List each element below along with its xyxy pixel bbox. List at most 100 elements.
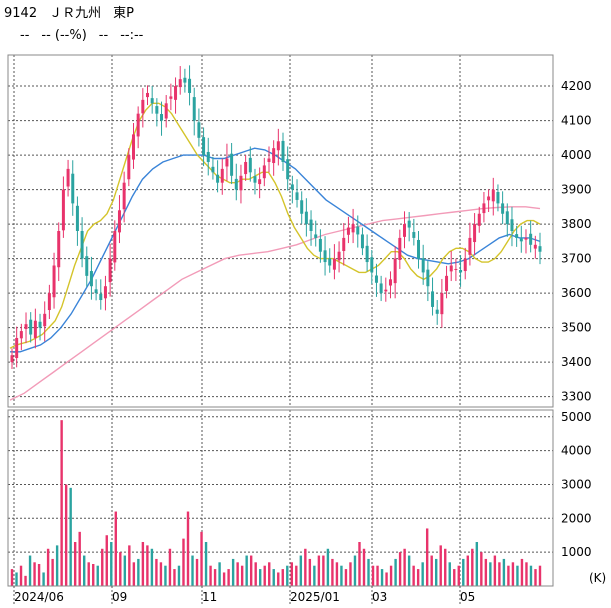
volume-bar — [272, 569, 275, 586]
price-value: -- — [20, 28, 30, 43]
stock-name: ＪＲ九州 — [49, 6, 102, 21]
candle-body — [459, 269, 463, 273]
candle-body — [496, 192, 500, 204]
volume-bar — [101, 548, 104, 586]
candle-body — [47, 293, 51, 311]
candle-body — [309, 219, 313, 231]
volume-bar — [15, 572, 18, 586]
volume-bar — [218, 562, 221, 586]
volume-bar — [168, 548, 172, 586]
price-axis-labels: 3300 3400 3500 3600 3700 3800 3900 4000 4100 4200 — [561, 79, 592, 404]
candle-body — [402, 224, 406, 237]
volume-tick-label: 3000 — [561, 477, 592, 491]
candle-body — [286, 159, 290, 180]
volume-bar — [425, 528, 429, 586]
candle-body — [75, 205, 79, 231]
volume-bar — [466, 555, 469, 586]
candle-body — [155, 106, 159, 114]
candle-body — [262, 165, 266, 179]
candlesticks — [10, 65, 542, 370]
volume-bar — [137, 558, 140, 586]
candle-body — [234, 178, 238, 190]
volume-bar — [538, 565, 542, 586]
price-tick-label: 3800 — [561, 217, 592, 231]
candle-body — [127, 155, 131, 180]
volume-bar — [186, 511, 190, 586]
date-tick-label: 2024/06 — [14, 590, 64, 604]
candle-body — [183, 77, 187, 83]
volume-bar — [331, 558, 334, 586]
volume-bar — [344, 569, 348, 586]
candle-body — [230, 153, 234, 176]
price-tick-label: 3400 — [561, 355, 592, 369]
volume-bar — [299, 555, 303, 586]
date-tick-label: 11 — [202, 590, 217, 604]
candle-body — [206, 151, 210, 162]
volume-bar — [484, 558, 488, 586]
volume-bar — [87, 562, 90, 586]
candle-body — [323, 250, 327, 263]
volume-bar — [376, 565, 379, 586]
volume-bar — [249, 555, 253, 586]
volume-bar — [60, 420, 63, 586]
candle-body — [529, 233, 533, 245]
volume-bar — [46, 548, 50, 586]
ma-short-polyline — [9, 102, 541, 349]
candle-body — [57, 231, 61, 268]
volume-bar — [245, 555, 248, 586]
candle-body — [85, 256, 89, 276]
header-row-1: 9142 ＪＲ九州 東P — [4, 2, 146, 21]
volume-bar — [453, 569, 456, 586]
volume-bar — [403, 548, 406, 586]
candle-body — [113, 231, 117, 263]
candle-body — [533, 244, 537, 249]
volume-bar — [209, 565, 212, 586]
volume-bar — [349, 562, 352, 586]
volume-bar — [92, 564, 95, 586]
volume-bar — [123, 555, 127, 586]
candle-body — [421, 258, 425, 273]
volume-bar — [37, 564, 41, 586]
price-tick-label: 3500 — [561, 321, 592, 335]
volume-bar — [534, 569, 537, 586]
volume-bar — [281, 569, 284, 586]
date-tick-label: 03 — [372, 590, 387, 604]
volume-bar — [191, 555, 194, 586]
volume-bar — [110, 542, 113, 586]
candle-body — [524, 237, 528, 240]
price-tick-label: 4100 — [561, 114, 592, 128]
volume-bar — [150, 548, 154, 586]
volume-bar — [480, 552, 483, 586]
volume-bar — [507, 565, 510, 586]
update-time: --:-- — [120, 28, 144, 43]
volume-dash: -- — [98, 28, 109, 43]
candle-body — [276, 141, 280, 151]
volume-bar — [141, 542, 145, 586]
volume-unit-label: (K) — [589, 571, 606, 585]
price-change: -- (--%) — [41, 28, 87, 43]
volume-bar — [28, 555, 32, 586]
volume-bar — [114, 511, 117, 586]
volume-bar — [119, 552, 122, 586]
volume-bar — [33, 562, 36, 586]
volume-bar — [73, 542, 77, 586]
candle-body — [192, 97, 196, 121]
candle-body — [487, 196, 491, 201]
candle-body — [482, 203, 486, 214]
volume-bar — [371, 565, 375, 586]
volume-bar — [263, 565, 266, 586]
candle-body — [501, 203, 505, 214]
volume-bar — [213, 569, 217, 586]
volume-bar — [159, 562, 163, 586]
candle-body — [160, 114, 164, 121]
volume-bar — [416, 569, 420, 586]
candle-body — [66, 168, 70, 187]
candle-body — [318, 238, 322, 252]
volume-bar — [398, 552, 402, 586]
candle-body — [202, 137, 206, 156]
volume-bar — [516, 565, 519, 586]
volume-bar — [236, 562, 239, 586]
volume-bar — [195, 558, 199, 586]
volume-tick-label: 1000 — [561, 545, 592, 559]
volume-bar — [511, 562, 515, 586]
